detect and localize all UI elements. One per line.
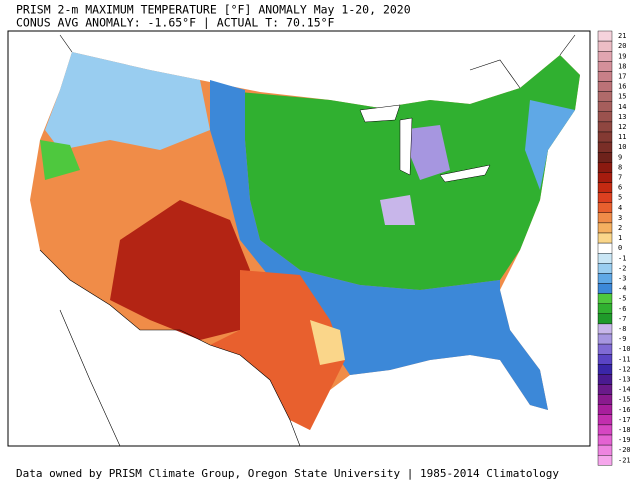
colorbar-label: 11: [618, 133, 626, 141]
colorbar-swatch: [597, 30, 613, 42]
us-map: [30, 34, 580, 447]
colorbar-label: 8: [618, 163, 622, 171]
colorbar-label: -13: [618, 375, 630, 383]
colorbar-label: 20: [618, 42, 626, 50]
colorbar-swatch: [597, 434, 613, 446]
colorbar-swatch: [597, 111, 613, 123]
colorbar-swatch: [597, 61, 613, 72]
colorbar-label: 16: [618, 83, 626, 91]
colorbar-label: -8: [618, 325, 626, 333]
colorbar-label: 7: [618, 173, 622, 181]
colorbar-swatch: [597, 374, 613, 385]
colorbar-label: 5: [618, 194, 622, 202]
colorbar-label: -17: [618, 416, 630, 424]
colorbar-label: 17: [618, 72, 626, 80]
colorbar-label: -4: [618, 285, 626, 293]
colorbar-swatch: [597, 313, 613, 325]
colorbar-label: -15: [618, 396, 630, 404]
colorbar-label: -5: [618, 295, 626, 303]
colorbar-swatch: [597, 414, 613, 426]
colorbar-label: -7: [618, 315, 626, 323]
colorbar-swatch: [597, 283, 613, 294]
colorbar-label: -12: [618, 365, 630, 373]
colorbar-swatch: [597, 364, 613, 375]
colorbar-swatch: [597, 212, 613, 224]
title-line: PRISM 2-m MAXIMUM TEMPERATURE [°F] ANOMA…: [16, 3, 411, 17]
colorbar-label: 15: [618, 93, 626, 101]
colorbar-swatch: [597, 424, 613, 436]
colorbar-swatch: [597, 172, 613, 183]
colorbar-label: 6: [618, 184, 622, 192]
colorbar-label: -14: [618, 386, 630, 394]
colorbar-swatch: [597, 354, 613, 365]
colorbar-swatch: [597, 71, 613, 82]
colorbar-swatch: [597, 263, 613, 274]
colorbar-label: 21: [618, 32, 626, 40]
colorbar-label: -21: [618, 456, 630, 464]
colorbar-label: -6: [618, 305, 626, 313]
colorbar-swatch: [597, 51, 613, 62]
colorbar-swatch: [597, 222, 613, 234]
colorbar-swatch: [597, 404, 613, 416]
colorbar-label: 3: [618, 214, 622, 222]
colorbar-swatch: [597, 333, 613, 345]
colorbar-swatch: [597, 40, 613, 52]
colorbar-label: 19: [618, 52, 626, 60]
colorbar-swatch: [597, 162, 613, 173]
colorbar-label: 1: [618, 234, 622, 242]
colorbar-label: 4: [618, 204, 622, 212]
colorbar-swatch: [597, 252, 613, 264]
colorbar-label: -1: [618, 254, 626, 262]
colorbar-swatch: [597, 131, 613, 143]
colorbar-label: -18: [618, 426, 630, 434]
colorbar-swatch: [597, 444, 613, 456]
colorbar-label: 10: [618, 143, 626, 151]
colorbar-swatch: [597, 121, 613, 133]
colorbar-label: -16: [618, 406, 630, 414]
colorbar-label: 2: [618, 224, 622, 232]
colorbar-swatch: [597, 141, 613, 153]
colorbar-swatch: [597, 81, 613, 92]
colorbar-swatch: [597, 303, 613, 315]
colorbar-swatch: [597, 151, 613, 163]
colorbar-swatch: [597, 293, 613, 304]
colorbar-swatch: [597, 455, 613, 466]
colorbar: 2120191817161514131211109876543210-1-2-3…: [597, 30, 630, 466]
colorbar-label: 12: [618, 123, 626, 131]
colorbar-swatch: [597, 394, 613, 405]
colorbar-label: 18: [618, 62, 626, 70]
colorbar-label: 0: [618, 244, 622, 252]
colorbar-label: -3: [618, 274, 626, 282]
colorbar-swatch: [597, 273, 613, 284]
colorbar-swatch: [597, 192, 613, 203]
colorbar-label: -2: [618, 264, 626, 272]
colorbar-label: -9: [618, 335, 626, 343]
colorbar-label: -11: [618, 355, 630, 363]
colorbar-swatch: [597, 343, 613, 355]
colorbar-swatch: [597, 323, 613, 335]
colorbar-swatch: [597, 91, 613, 102]
colorbar-label: 13: [618, 113, 626, 121]
colorbar-swatch: [597, 182, 613, 193]
colorbar-swatch: [597, 232, 613, 244]
colorbar-swatch: [597, 101, 613, 112]
colorbar-swatch: [597, 202, 613, 213]
colorbar-label: -19: [618, 436, 630, 444]
colorbar-label: -20: [618, 446, 630, 454]
footer: Data owned by PRISM Climate Group, Orego…: [16, 467, 559, 480]
colorbar-label: 14: [618, 103, 626, 111]
colorbar-label: 9: [618, 153, 622, 161]
colorbar-label: -10: [618, 345, 630, 353]
colorbar-swatch: [597, 384, 613, 395]
subtitle-line: CONUS AVG ANOMALY: -1.65°F | ACTUAL T: 7…: [16, 16, 335, 30]
colorbar-swatch: [597, 242, 613, 254]
